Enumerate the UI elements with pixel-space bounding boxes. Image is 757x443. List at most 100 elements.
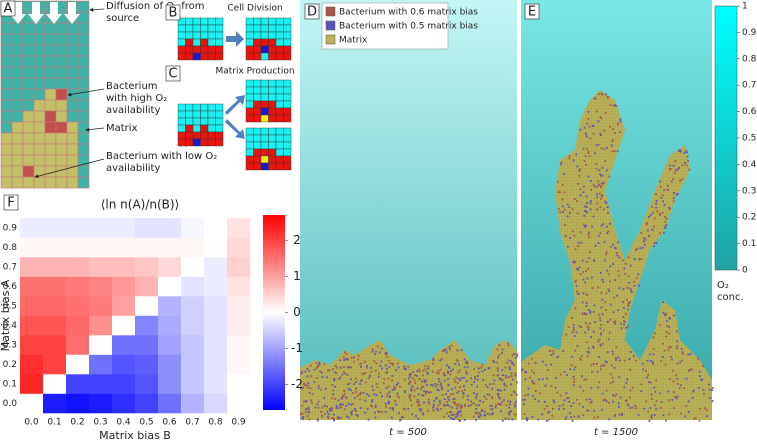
bacterium [633, 280, 635, 283]
bacterium [570, 405, 573, 408]
bacterium [385, 405, 387, 408]
bacterium [364, 372, 367, 374]
bacterium [602, 399, 605, 402]
bacterium [333, 379, 336, 382]
grid-cell [215, 45, 224, 54]
bacterium [314, 406, 317, 409]
heatmap-cell [204, 354, 228, 375]
bacterium [375, 394, 378, 396]
bacterium [673, 391, 675, 393]
bacterium [609, 265, 612, 268]
bacterium [334, 398, 337, 400]
bacterium [388, 394, 391, 397]
heatmap-cell [112, 218, 136, 238]
bacterium [586, 409, 588, 412]
bacterium [337, 399, 340, 402]
heatmap-cell [66, 296, 90, 316]
bacterium [554, 377, 557, 379]
bacterium [467, 405, 470, 407]
bacterium [613, 104, 615, 107]
bacterium [360, 362, 362, 365]
grid-cell [33, 88, 46, 101]
bacterium [640, 383, 643, 386]
bacterium [651, 397, 653, 400]
bacterium [516, 381, 518, 384]
bacterium [623, 386, 626, 389]
bacterium [427, 401, 430, 404]
bacterium [414, 382, 417, 384]
bacterium [456, 414, 459, 417]
bacterium [423, 401, 425, 404]
grid-cell [200, 103, 209, 112]
grid-cell [283, 134, 292, 143]
bacterium [457, 371, 460, 374]
bacterium [465, 380, 468, 383]
bacterium [627, 256, 630, 259]
bacterium [687, 353, 690, 356]
bacterium [600, 224, 603, 227]
y-tick-label: 0.6 [3, 282, 18, 292]
bacterium [457, 412, 460, 415]
bacterium [514, 374, 517, 377]
grid-cell [253, 134, 262, 143]
bacterium [585, 133, 587, 136]
bacterium [574, 248, 577, 250]
bacterium [668, 332, 671, 335]
bacterium [648, 235, 650, 237]
bacterium [582, 301, 584, 304]
grid-cell [66, 22, 79, 35]
bacterium [391, 389, 394, 391]
bacterium [531, 380, 534, 382]
bacterium [329, 409, 332, 412]
heatmap-cell [227, 393, 251, 414]
heatmap-cell [66, 374, 90, 394]
bacterium [481, 370, 484, 373]
bacterium [634, 405, 637, 407]
heatmap-cell [227, 335, 251, 355]
bacterium [451, 388, 453, 391]
bacterium [570, 364, 573, 367]
heatmap-cell [135, 218, 159, 238]
grid-cell [260, 86, 269, 95]
bacterium [607, 230, 610, 233]
bacterium [396, 395, 399, 398]
bacterium [586, 355, 589, 357]
bacterium [473, 368, 475, 371]
bacterium [587, 309, 590, 311]
heatmap-cell [204, 237, 228, 258]
bacterium [386, 355, 389, 358]
bacterium [589, 398, 591, 401]
bacterium [668, 413, 671, 416]
bacterium [574, 281, 577, 283]
bacterium [625, 326, 627, 329]
bacterium [348, 366, 350, 369]
bacterium [438, 380, 441, 383]
bacterium [575, 331, 578, 334]
bacterium [609, 303, 612, 306]
annotation: Bacterium [106, 81, 158, 92]
panel-label-box [165, 4, 181, 21]
bacterium [505, 376, 507, 379]
bacterium [558, 405, 561, 408]
bacterium [530, 357, 533, 360]
bacterium [385, 364, 387, 367]
bacterium [614, 322, 616, 325]
grid-cell [207, 45, 216, 54]
bacterium [491, 413, 493, 416]
grid-cell [268, 24, 277, 33]
grid-cell [33, 22, 46, 35]
bacterium [508, 413, 511, 416]
bacterium [615, 252, 618, 254]
bacterium [457, 390, 460, 393]
arrow-icon [225, 95, 245, 115]
grid-cell [22, 88, 35, 101]
grid-cell [22, 110, 35, 123]
bacterium [437, 409, 439, 412]
tick-label: 0.8 [742, 54, 757, 64]
bacterium [653, 242, 656, 244]
bacterium [327, 369, 329, 372]
bacterium [672, 380, 675, 383]
heatmap-cell [89, 218, 113, 238]
bacterium [366, 393, 368, 396]
bacterium [425, 379, 428, 382]
